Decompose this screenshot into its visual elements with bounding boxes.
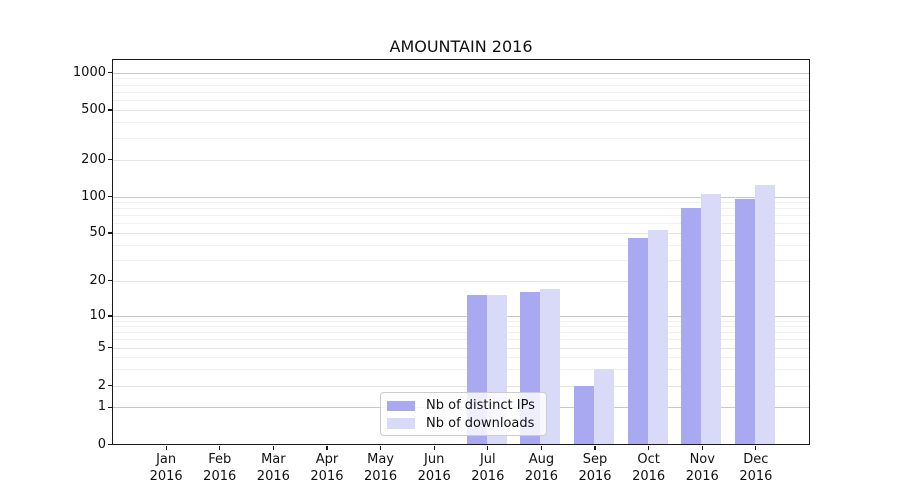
gridline-minor-90 xyxy=(112,202,810,204)
y-tick-label-100: 100 xyxy=(81,188,106,204)
y-tick-1 xyxy=(107,406,113,408)
y-tick-5 xyxy=(107,347,113,349)
gridline-y-50 xyxy=(112,233,810,234)
gridline-y-500 xyxy=(112,110,810,111)
x-tick-label-sep: Sep 2016 xyxy=(578,452,612,484)
chart-title: AMOUNTAIN 2016 xyxy=(389,37,533,56)
x-tick-label-feb: Feb 2016 xyxy=(203,452,237,484)
y-tick-10 xyxy=(107,315,113,317)
x-tick-sep xyxy=(594,445,596,450)
gridline-minor-80 xyxy=(112,208,810,210)
gridline-minor-40 xyxy=(112,244,810,246)
x-tick-label-jun: Jun 2016 xyxy=(417,452,451,484)
gridline-minor-6 xyxy=(112,339,810,341)
bar-ips-sep xyxy=(574,385,595,445)
x-tick-may xyxy=(379,445,382,450)
bar-ips-nov xyxy=(681,208,702,445)
x-tick-nov xyxy=(701,445,703,450)
gridline-y-200 xyxy=(112,159,810,161)
y-tick-50 xyxy=(107,232,113,234)
y-tick-0 xyxy=(107,443,113,446)
x-tick-jun xyxy=(433,445,435,450)
y-tick-label-500: 500 xyxy=(81,102,106,117)
legend-label-distinct-ips: Nb of distinct IPs xyxy=(426,398,535,414)
x-tick-label-nov: Nov 2016 xyxy=(685,452,719,484)
y-tick-200 xyxy=(107,158,113,161)
gridline-minor-7 xyxy=(112,332,810,334)
x-tick-label-jan: Jan 2016 xyxy=(149,452,183,484)
y-tick-label-0: 0 xyxy=(97,436,106,452)
y-tick-label-10: 10 xyxy=(89,308,106,323)
gridline-minor-400 xyxy=(112,122,810,124)
bar-ips-oct xyxy=(627,238,648,445)
y-tick-2 xyxy=(107,385,113,387)
gridline-y-100 xyxy=(112,196,810,198)
gridline-minor-8 xyxy=(112,326,810,328)
y-tick-100 xyxy=(107,196,113,198)
legend-swatch-downloads-icon xyxy=(387,418,415,429)
gridline-minor-3 xyxy=(112,368,810,370)
gridline-y-20 xyxy=(112,280,810,282)
y-tick-label-50: 50 xyxy=(89,225,106,240)
gridline-minor-900 xyxy=(112,78,810,80)
y-tick-label-20: 20 xyxy=(89,272,106,288)
legend: Nb of distinct IPs Nb of downloads xyxy=(380,392,547,436)
legend-swatch-distinct-ips-icon xyxy=(387,400,415,411)
bar-downloads-oct xyxy=(647,229,668,445)
gridline-minor-600 xyxy=(112,100,810,102)
x-tick-dec xyxy=(755,445,757,450)
legend-item-downloads: Nb of downloads xyxy=(381,415,546,433)
gridline-minor-800 xyxy=(112,84,810,86)
y-tick-1000 xyxy=(107,72,113,74)
gridline-y-2 xyxy=(112,385,810,387)
gridline-minor-300 xyxy=(112,137,810,139)
y-tick-label-1: 1 xyxy=(97,399,106,415)
y-tick-500 xyxy=(107,109,113,111)
x-tick-apr xyxy=(326,445,328,450)
gridline-minor-70 xyxy=(112,215,810,217)
bar-downloads-sep xyxy=(594,368,615,445)
gridline-y-1000 xyxy=(112,72,810,74)
x-tick-label-dec: Dec 2016 xyxy=(739,452,773,484)
gridline-y-5 xyxy=(112,347,810,349)
x-tick-jul xyxy=(487,445,489,450)
x-tick-aug xyxy=(540,445,542,450)
gridline-minor-700 xyxy=(112,91,810,93)
x-tick-jan xyxy=(165,445,167,450)
y-tick-label-200: 200 xyxy=(81,151,106,167)
gridline-minor-9 xyxy=(112,320,810,322)
bar-ips-dec xyxy=(734,199,755,445)
y-tick-label-1000: 1000 xyxy=(72,64,106,80)
x-tick-label-apr: Apr 2016 xyxy=(310,452,344,484)
y-tick-20 xyxy=(107,280,113,282)
legend-label-downloads: Nb of downloads xyxy=(426,415,535,431)
y-tick-label-2: 2 xyxy=(97,377,106,393)
x-tick-label-oct: Oct 2016 xyxy=(632,452,666,484)
gridline-minor-4 xyxy=(112,357,810,359)
y-tick-label-5: 5 xyxy=(97,339,106,355)
x-tick-mar xyxy=(272,445,274,450)
x-tick-label-jul: Jul 2016 xyxy=(471,452,505,484)
gridline-y-10 xyxy=(112,316,810,317)
bar-downloads-nov xyxy=(701,194,722,445)
bar-downloads-dec xyxy=(754,184,775,445)
x-tick-oct xyxy=(648,445,650,450)
plot-area xyxy=(112,60,810,445)
x-tick-label-may: May 2016 xyxy=(364,452,398,484)
legend-item-distinct-ips: Nb of distinct IPs xyxy=(381,397,546,415)
gridline-minor-60 xyxy=(112,223,810,225)
x-tick-label-mar: Mar 2016 xyxy=(256,452,290,484)
x-tick-label-aug: Aug 2016 xyxy=(524,452,558,484)
gridline-minor-30 xyxy=(112,259,810,261)
x-tick-feb xyxy=(219,445,221,450)
